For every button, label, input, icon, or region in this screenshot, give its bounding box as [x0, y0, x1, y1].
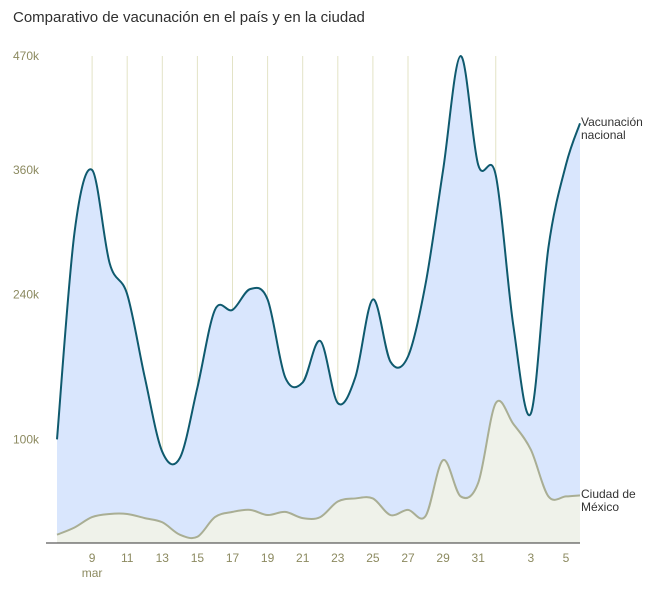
y-tick-label: 360k	[13, 163, 40, 177]
series-label-line: nacional	[581, 128, 626, 142]
x-tick-label: 19	[261, 551, 275, 565]
y-tick-label: 100k	[13, 432, 40, 446]
chart-title: Comparativo de vacunación en el país y e…	[13, 9, 365, 26]
area-vacunacion-nacional	[57, 55, 580, 543]
line-vacunacion-nacional	[56, 54, 581, 466]
area-fills	[57, 55, 580, 543]
x-tick-label: 11	[121, 551, 134, 565]
x-tick-label: 17	[226, 551, 240, 565]
x-tick-label: 29	[436, 551, 450, 565]
series-lines	[56, 54, 581, 540]
legend-vacunacion-nacional: Vacunación nacional	[581, 115, 643, 142]
legend-ciudad-de-mexico: Ciudad de México	[581, 487, 636, 514]
x-tick-label: 15	[191, 551, 205, 565]
x-tick-label: 9	[89, 551, 96, 565]
x-tick-label: 25	[366, 551, 380, 565]
area-ciudad-de-mexico	[57, 400, 580, 543]
series-label-line: México	[581, 500, 619, 514]
axes: 100k 240k 360k 470k 9 11 13 15 17 19 21 23 25 27 29 31 3…	[13, 49, 580, 580]
x-axis-month-label: mar	[82, 566, 103, 580]
line-ciudad-de-mexico	[56, 399, 581, 540]
x-tick-label: 5	[563, 551, 570, 565]
x-tick-label: 27	[401, 551, 415, 565]
series-label-line: Vacunación	[581, 115, 643, 129]
x-tick-label: 13	[156, 551, 170, 565]
labels: Vacunación nacional Ciudad de México	[581, 115, 643, 514]
series-label-line: Ciudad de	[581, 487, 636, 501]
x-tick-label: 23	[331, 551, 345, 565]
x-tick-label: 31	[472, 551, 486, 565]
y-tick-label: 240k	[13, 287, 40, 301]
x-tick-label: 21	[296, 551, 310, 565]
x-tick-label: 3	[528, 551, 535, 565]
y-tick-label: 470k	[13, 49, 40, 63]
